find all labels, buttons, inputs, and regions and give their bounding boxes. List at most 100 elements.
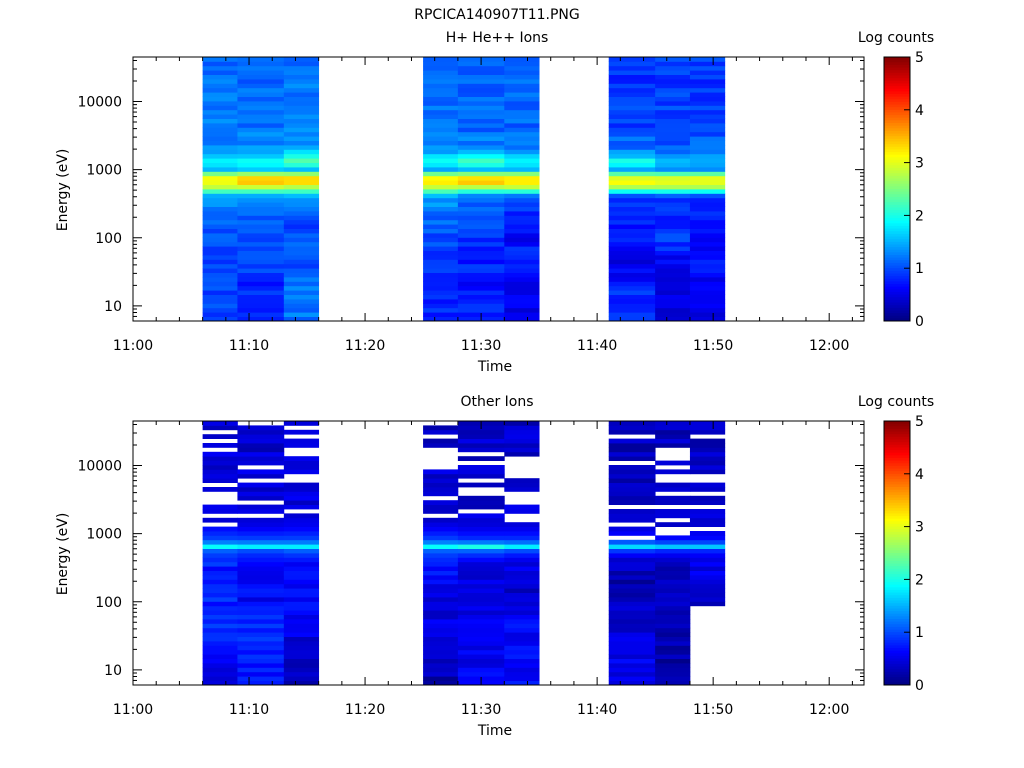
heatmap-cell [689, 255, 726, 260]
heatmap-cell [202, 566, 238, 571]
heatmap-cell [655, 145, 691, 150]
heatmap-cell [202, 517, 238, 523]
heatmap-cell [689, 535, 726, 541]
x-tick-label: 11:30 [461, 338, 501, 354]
heatmap-cell [283, 570, 320, 576]
x-tick-label: 11:40 [577, 702, 617, 718]
heatmap-cell [202, 658, 238, 664]
heatmap-cell [504, 79, 540, 84]
colorbar-swatch [884, 671, 910, 675]
heatmap-cell [423, 623, 459, 629]
heatmap-cell [202, 74, 238, 80]
heatmap-cell [237, 438, 285, 444]
heatmap-cell [283, 193, 320, 199]
heatmap-cell [655, 285, 691, 291]
colorbar-swatch [884, 284, 910, 288]
colorbar-swatch [884, 62, 910, 66]
colorbar-swatch [884, 57, 910, 61]
heatmap-cell [608, 70, 656, 75]
heatmap-cell [608, 614, 656, 620]
heatmap-cell [457, 592, 505, 598]
heatmap-cell [237, 79, 285, 84]
heatmap-cell [423, 65, 459, 71]
heatmap-cell [457, 575, 505, 580]
heatmap-cell [457, 658, 505, 664]
heatmap-cell [457, 570, 505, 576]
heatmap-cell [283, 307, 320, 313]
heatmap-cell [504, 228, 540, 234]
heatmap-cell [655, 246, 691, 251]
heatmap-cell [283, 583, 320, 589]
heatmap-cell [237, 641, 285, 646]
heatmap-cell [689, 145, 726, 150]
heatmap-cell [423, 162, 459, 168]
heatmap-cell [283, 654, 320, 659]
heatmap-cell [504, 654, 540, 659]
heatmap-cell [504, 281, 540, 287]
heatmap-cell [504, 649, 540, 655]
heatmap-cell [457, 92, 505, 97]
heatmap-cell [237, 175, 285, 181]
heatmap-cell [202, 676, 238, 681]
heatmap-cell [457, 548, 505, 554]
heatmap-cell [504, 579, 540, 585]
heatmap-cell [689, 140, 726, 146]
heatmap-cell [457, 500, 505, 505]
heatmap-cell [504, 162, 540, 168]
heatmap-cell [283, 70, 320, 75]
colorbar-swatch [884, 83, 910, 87]
heatmap-cell [237, 443, 285, 448]
colorbar-swatch [884, 276, 910, 280]
heatmap-cell [202, 557, 238, 563]
heatmap-cell [504, 189, 540, 194]
heatmap-cell [237, 451, 285, 457]
heatmap-cell [504, 114, 540, 119]
colorbar-swatch [884, 465, 910, 470]
heatmap-cell [608, 316, 656, 322]
heatmap-cell [457, 482, 505, 488]
heatmap-cell [237, 487, 285, 492]
colorbar-swatch [884, 215, 910, 219]
colorbar-swatch [884, 679, 910, 683]
heatmap-cell [283, 517, 320, 523]
heatmap-cell [608, 654, 656, 659]
heatmap-cell [202, 167, 238, 172]
heatmap-cell [608, 237, 656, 243]
heatmap-cell [457, 667, 505, 673]
heatmap-cell [283, 544, 320, 549]
colorbar-swatch [884, 457, 910, 462]
heatmap-cell [457, 246, 505, 251]
heatmap-cell [608, 312, 656, 317]
colorbar-swatch [884, 273, 910, 277]
colorbar-swatch [884, 450, 910, 454]
heatmap-cell [457, 96, 505, 102]
heatmap-cell [202, 473, 238, 479]
heatmap-cell [423, 425, 459, 431]
heatmap-cell [423, 504, 459, 510]
colorbar-swatch [884, 576, 910, 580]
heatmap-cell [608, 482, 656, 488]
colorbar-swatch [884, 539, 910, 543]
heatmap-cell [504, 96, 540, 102]
heatmap-cell [504, 241, 540, 247]
heatmap-cell [423, 307, 459, 313]
heatmap-cell [457, 438, 505, 444]
heatmap-cell [504, 438, 540, 444]
heatmap-cell [237, 184, 285, 190]
heatmap-cell [237, 83, 285, 89]
heatmap-cell [457, 237, 505, 243]
heatmap-cell [608, 303, 656, 309]
heatmap-cell [457, 215, 505, 221]
heatmap-cell [457, 434, 505, 439]
heatmap-cell [655, 87, 691, 93]
colorbar-tick-label: 2 [915, 572, 924, 588]
heatmap-cell [423, 491, 459, 497]
heatmap-cell [202, 237, 238, 243]
heatmap-cell [237, 96, 285, 102]
heatmap-cell [283, 636, 320, 642]
heatmap-cell [608, 131, 656, 137]
heatmap-cell [283, 228, 320, 234]
heatmap-cell [423, 645, 459, 651]
colorbar-label: Log counts [858, 394, 934, 410]
